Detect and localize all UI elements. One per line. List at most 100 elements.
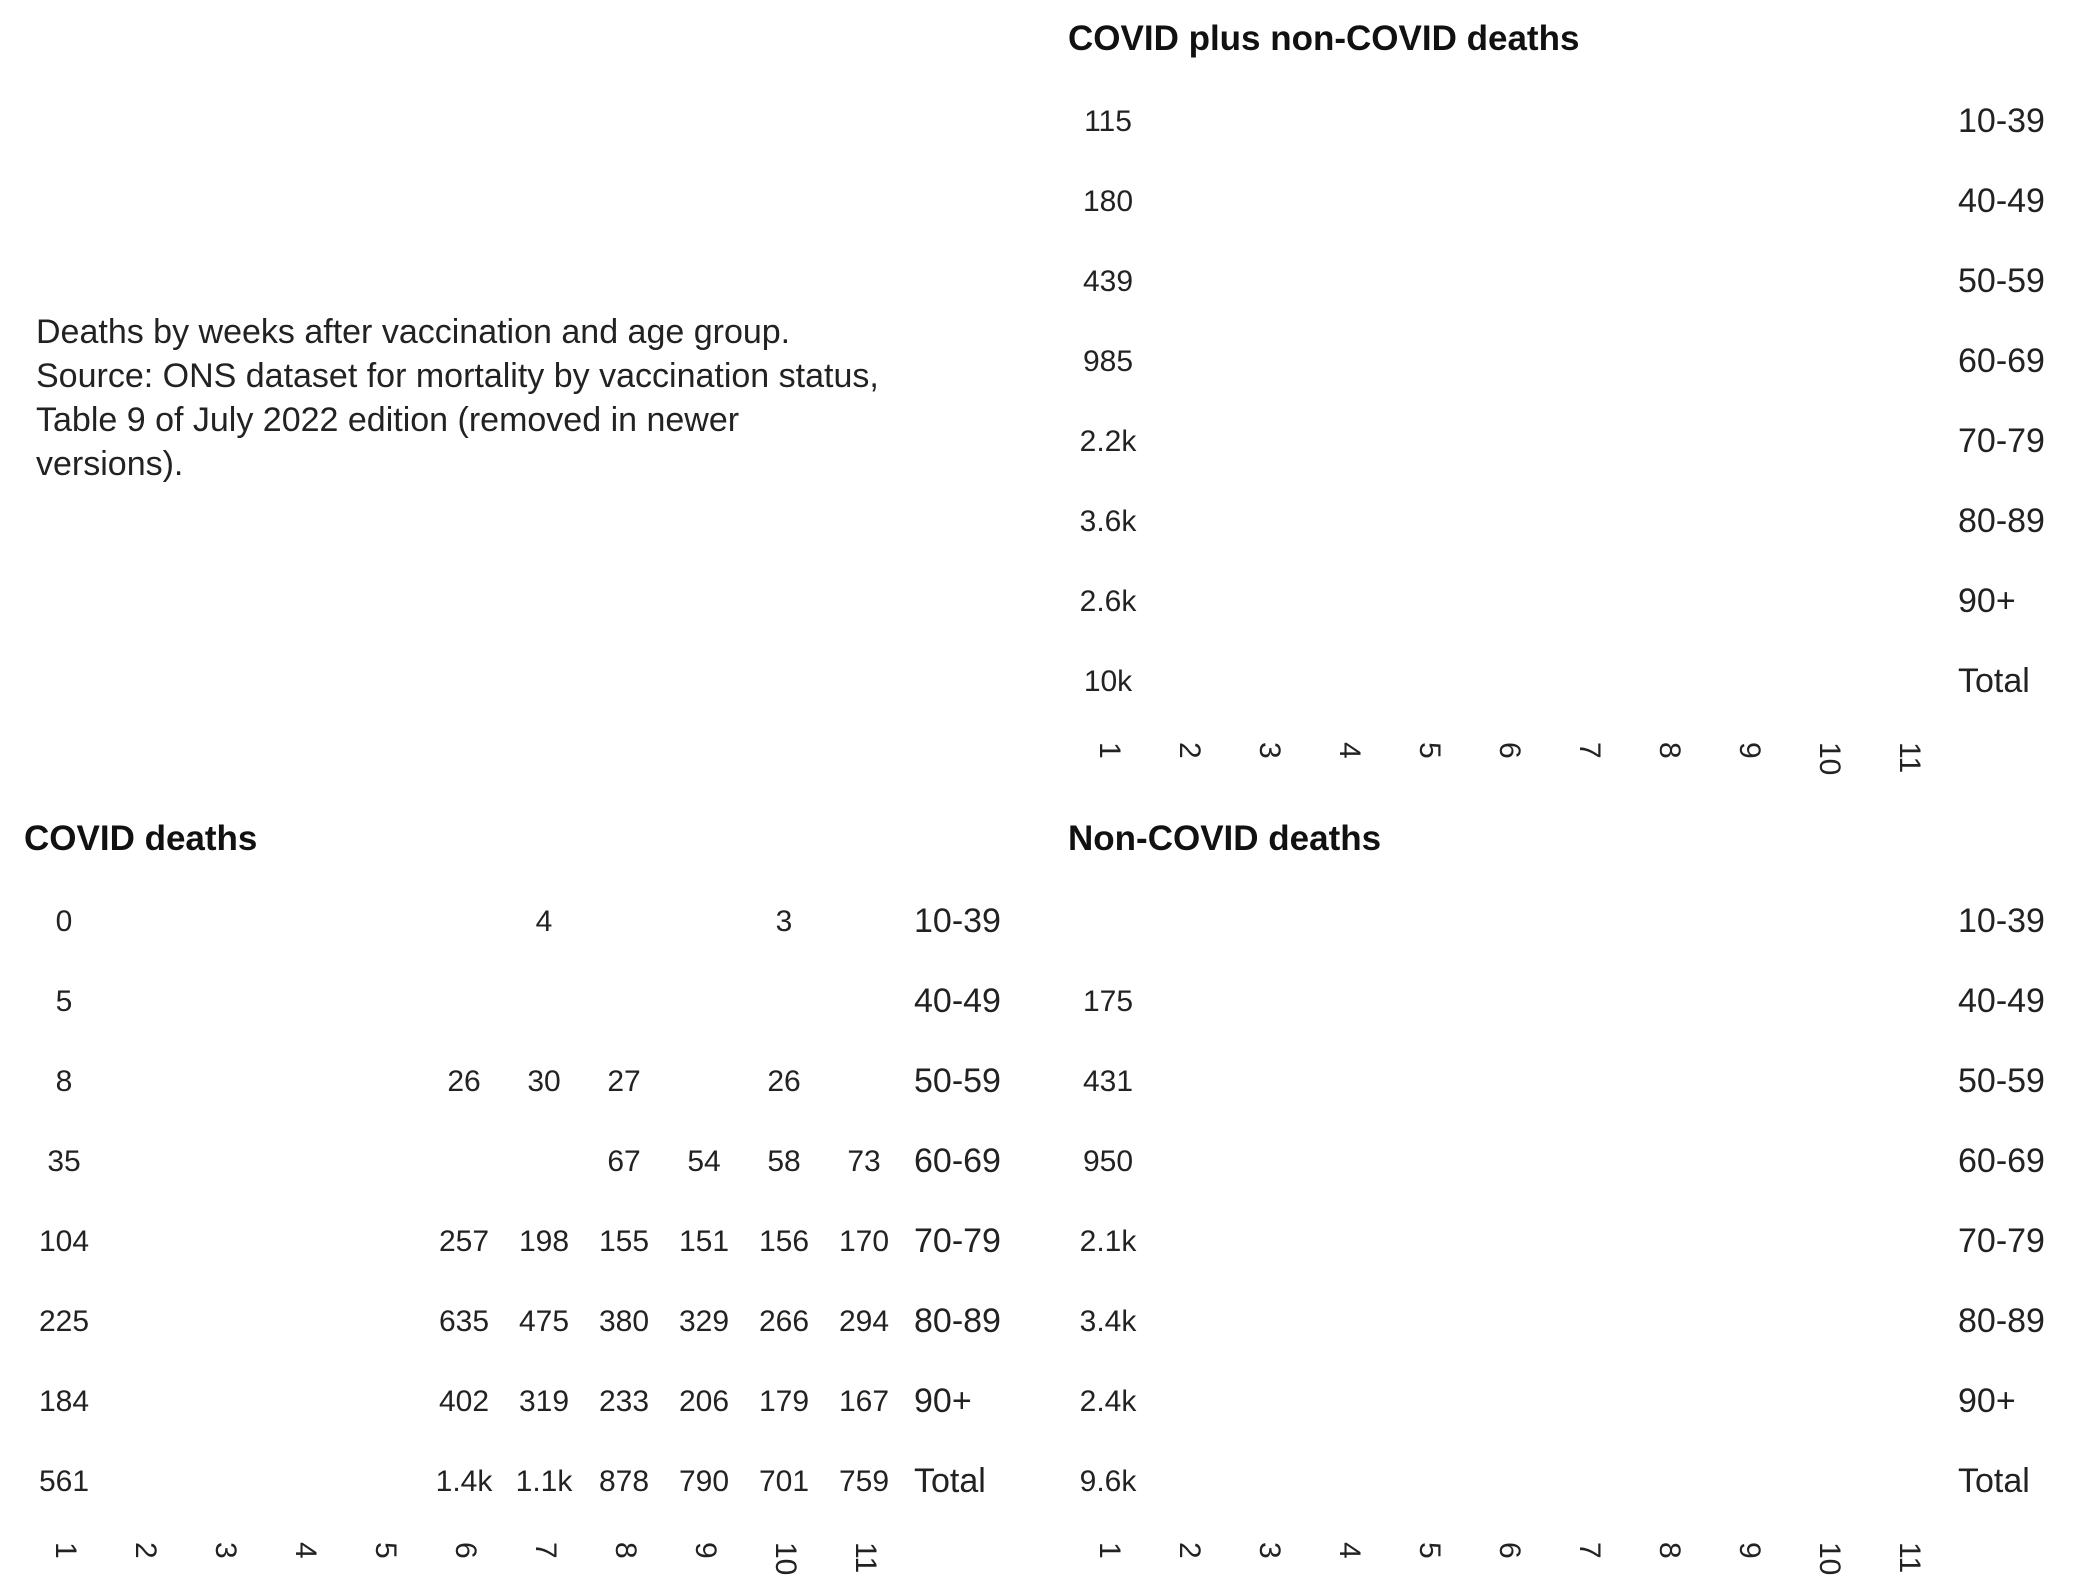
table-cell: 329: [679, 1305, 729, 1338]
table-cell: 170: [839, 1225, 889, 1258]
table-cell: 167: [839, 1385, 889, 1418]
table-cell: 701: [759, 1465, 809, 1498]
table-cell: 3: [776, 905, 793, 938]
x-tick-label: 6: [1493, 1542, 1526, 1559]
table-cell: 439: [1083, 265, 1133, 298]
x-tick-label: 1: [49, 1542, 82, 1559]
table-cell: 257: [439, 1225, 489, 1258]
row-label: 40-49: [1958, 182, 2045, 220]
table-cell: 878: [599, 1465, 649, 1498]
x-tick-label: 5: [369, 1542, 402, 1559]
table-cell: 30: [527, 1065, 560, 1098]
table-cell: 9.6k: [1080, 1465, 1138, 1498]
row-label: 50-59: [914, 1062, 1001, 1100]
x-tick-label: 4: [289, 1542, 322, 1559]
x-tick-label: 7: [1573, 742, 1606, 759]
table-cell: 27: [607, 1065, 640, 1098]
x-tick-label: 8: [609, 1542, 642, 1559]
table-cell: 198: [519, 1225, 569, 1258]
x-tick-label: 3: [1253, 1542, 1286, 1559]
table-cell: 2.6k: [1080, 585, 1138, 618]
row-label: 80-89: [914, 1302, 1001, 1340]
caption: Deaths by weeks after vaccination and ag…: [36, 310, 1036, 486]
x-tick-label: 6: [1493, 742, 1526, 759]
x-tick-label: 6: [449, 1542, 482, 1559]
x-tick-label: 10: [1813, 1542, 1846, 1575]
x-tick-label: 1: [1093, 742, 1126, 759]
x-tick-label: 1: [1093, 1542, 1126, 1559]
row-label: Total: [914, 1462, 986, 1500]
row-label: 90+: [1958, 1382, 2016, 1420]
table-cell: 2.4k: [1080, 1385, 1138, 1418]
caption-line: Source: ONS dataset for mortality by vac…: [36, 357, 879, 395]
row-label: 60-69: [1958, 342, 2045, 380]
row-label: Total: [1958, 1462, 2030, 1500]
row-label: 10-39: [1958, 102, 2045, 140]
caption-line: Table 9 of July 2022 edition (removed in…: [36, 401, 740, 439]
row-label: 10-39: [914, 902, 1001, 940]
panel-title: Non-COVID deaths: [1068, 819, 1381, 858]
panel-title: COVID deaths: [24, 819, 257, 858]
table-cell: 266: [759, 1305, 809, 1338]
table-cell: 156: [759, 1225, 809, 1258]
table-cell: 73: [847, 1145, 880, 1178]
table-cell: 206: [679, 1385, 729, 1418]
row-label: 50-59: [1958, 1062, 2045, 1100]
table-cell: 950: [1083, 1145, 1133, 1178]
table-cell: 1.4k: [436, 1465, 494, 1498]
table-cell: 431: [1083, 1065, 1133, 1098]
table-cell: 35: [47, 1145, 80, 1178]
table-cell: 10k: [1084, 665, 1133, 698]
table-cell: 151: [679, 1225, 729, 1258]
x-tick-label: 7: [1573, 1542, 1606, 1559]
row-label: 50-59: [1958, 262, 2045, 300]
row-label: 70-79: [1958, 1222, 2045, 1260]
row-label: 70-79: [914, 1222, 1001, 1260]
table-cell: 175: [1083, 985, 1133, 1018]
table-cell: 294: [839, 1305, 889, 1338]
table-cell: 4: [536, 905, 553, 938]
x-tick-label: 7: [529, 1542, 562, 1559]
table-cell: 26: [447, 1065, 480, 1098]
table-cell: 2.2k: [1080, 425, 1138, 458]
x-tick-label: 2: [1173, 742, 1206, 759]
table-cell: 180: [1083, 185, 1133, 218]
table-cell: 3.4k: [1080, 1305, 1138, 1338]
table-cell: 225: [39, 1305, 89, 1338]
table-cell: 104: [39, 1225, 89, 1258]
x-tick-label: 10: [1813, 742, 1846, 775]
table-cell: 5: [56, 985, 73, 1018]
table-cell: 8: [56, 1065, 73, 1098]
x-tick-label: 11: [849, 1542, 882, 1573]
row-label: 40-49: [1958, 982, 2045, 1020]
table-cell: 380: [599, 1305, 649, 1338]
row-label: 90+: [1958, 582, 2016, 620]
row-label: 60-69: [914, 1142, 1001, 1180]
x-tick-label: 2: [1173, 1542, 1206, 1559]
table-cell: 790: [679, 1465, 729, 1498]
table-cell: 233: [599, 1385, 649, 1418]
table-cell: 179: [759, 1385, 809, 1418]
table-cell: 184: [39, 1385, 89, 1418]
x-tick-label: 9: [689, 1542, 722, 1559]
caption-line: versions).: [36, 445, 184, 483]
x-tick-label: 11: [1893, 742, 1926, 773]
table-cell: 0: [56, 905, 73, 938]
x-tick-label: 9: [1733, 742, 1766, 759]
x-tick-label: 11: [1893, 1542, 1926, 1573]
table-cell: 155: [599, 1225, 649, 1258]
x-tick-label: 8: [1653, 1542, 1686, 1559]
x-tick-label: 8: [1653, 742, 1686, 759]
table-cell: 402: [439, 1385, 489, 1418]
x-tick-label: 4: [1333, 1542, 1366, 1559]
caption-line: Deaths by weeks after vaccination and ag…: [36, 313, 791, 351]
table-cell: 1.1k: [516, 1465, 574, 1498]
x-tick-label: 4: [1333, 742, 1366, 759]
row-label: 40-49: [914, 982, 1001, 1020]
row-label: 70-79: [1958, 422, 2045, 460]
row-label: 80-89: [1958, 1302, 2045, 1340]
table-cell: 115: [1084, 105, 1132, 138]
